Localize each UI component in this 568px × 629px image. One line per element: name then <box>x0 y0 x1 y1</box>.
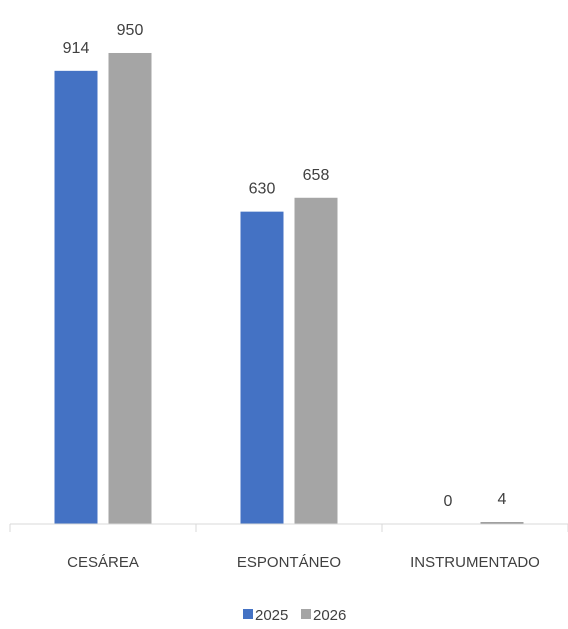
value-label: 658 <box>303 167 330 184</box>
value-labels: 914 950 630 658 0 4 <box>63 22 507 510</box>
value-label: 914 <box>63 40 90 57</box>
value-label: 4 <box>498 491 507 508</box>
category-label: INSTRUMENTADO <box>410 554 540 571</box>
value-label: 950 <box>117 22 144 39</box>
category-label: CESÁREA <box>67 554 139 571</box>
category-labels: CESÁREA ESPONTÁNEO INSTRUMENTADO <box>67 554 540 571</box>
bars-layer <box>54 52 524 525</box>
legend-label: 2025 <box>255 607 288 624</box>
legend-swatch-2025 <box>243 609 253 619</box>
legend: 2025 2026 <box>243 607 346 624</box>
value-label: 630 <box>249 181 276 198</box>
bar-2025-0 <box>54 70 98 524</box>
bar-2026-0 <box>108 52 152 525</box>
value-label: 0 <box>444 493 453 510</box>
legend-label: 2026 <box>313 607 346 624</box>
x-axis-ticks <box>9 524 568 532</box>
bar-2026-1 <box>294 197 338 524</box>
legend-swatch-2026 <box>301 609 311 619</box>
bar-2025-1 <box>240 211 284 524</box>
category-label: ESPONTÁNEO <box>237 554 341 571</box>
